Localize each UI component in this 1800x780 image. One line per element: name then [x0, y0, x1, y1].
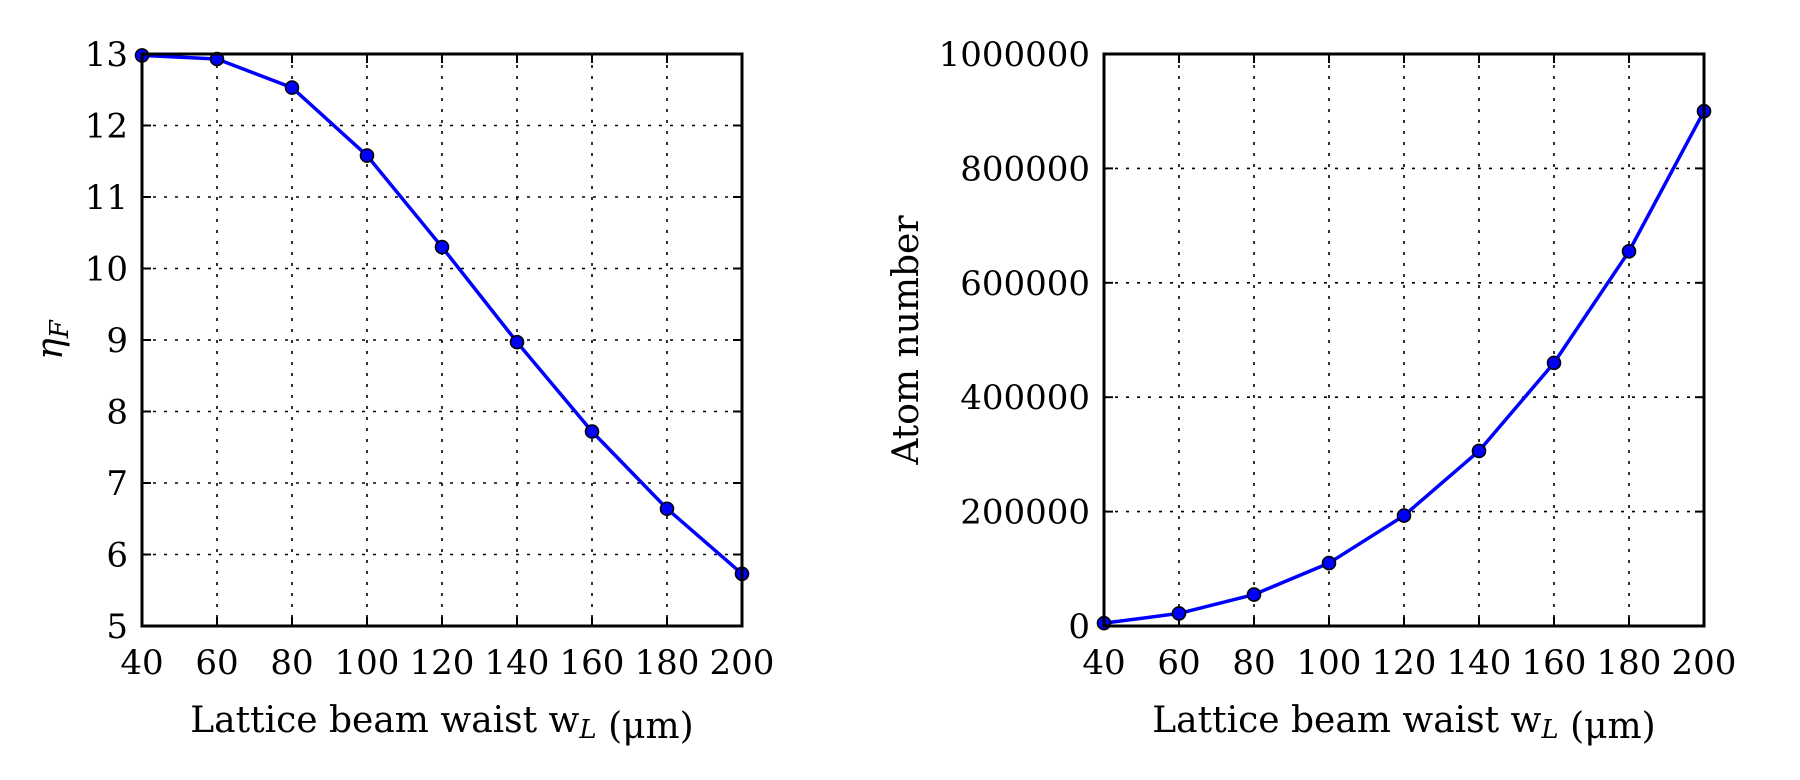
data-point — [509, 334, 525, 350]
x-tick-label: 100 — [1297, 643, 1362, 683]
y-tick-label: 0 — [1068, 607, 1090, 647]
left-chart-panel: 40 60 80 100 120 140 160 180 200 5 6 7 8 9 10 11 12 13 Lat… — [30, 35, 774, 747]
right-chart-panel: 40 60 80 100 120 140 160 180 200 0 200000 400000 600… — [886, 35, 1736, 747]
data-point — [659, 501, 675, 517]
x-tick-label: 80 — [270, 643, 313, 683]
x-tick-label: 160 — [1522, 643, 1587, 683]
y-tick-label: 11 — [85, 178, 128, 218]
x-tick-label: 120 — [1372, 643, 1437, 683]
x-tick-label: 40 — [1082, 643, 1125, 683]
x-tick-label: 140 — [1447, 643, 1512, 683]
x-tick-label: 200 — [710, 643, 775, 683]
y-tick-label: 6 — [106, 536, 128, 576]
data-point — [1621, 244, 1637, 259]
y-tick-label: 600000 — [960, 264, 1090, 304]
y-axis-label: ηF — [30, 319, 75, 360]
y-tick-label: 200000 — [960, 493, 1090, 533]
x-tick-label: 160 — [560, 643, 625, 683]
y-tick-label: 5 — [106, 607, 128, 647]
y-tick-label: 400000 — [960, 378, 1090, 418]
data-point — [1471, 443, 1487, 459]
x-tick-label: 180 — [1597, 643, 1662, 683]
y-tick-label: 8 — [106, 393, 128, 433]
data-point — [1171, 606, 1187, 621]
x-tick-label: 40 — [120, 643, 163, 683]
data-point — [1396, 508, 1412, 523]
y-tick-label: 1000000 — [939, 35, 1090, 75]
y-tick-label: 800000 — [960, 149, 1090, 189]
x-tick-label: 200 — [1672, 643, 1737, 683]
x-tick-label: 60 — [195, 643, 238, 683]
plot-frame — [140, 52, 744, 628]
y-tick-label: 7 — [106, 464, 128, 504]
data-point — [1321, 555, 1337, 571]
x-tick-label: 100 — [335, 643, 400, 683]
data-point — [359, 148, 375, 163]
x-axis-label: Lattice beam waist wL (μm) — [190, 700, 693, 747]
y-tick-label: 9 — [106, 321, 128, 361]
x-tick-label: 140 — [485, 643, 550, 683]
y-tick-label: 13 — [85, 35, 128, 75]
x-tick-label: 60 — [1157, 643, 1200, 683]
data-point — [1246, 587, 1262, 602]
x-tick-label: 120 — [410, 643, 475, 683]
data-point — [584, 424, 600, 439]
data-point — [1546, 355, 1562, 371]
data-point — [434, 239, 450, 255]
y-tick-label: 10 — [85, 250, 128, 290]
data-point — [284, 80, 300, 95]
grid-lines — [1104, 54, 1704, 626]
y-axis-label: Atom number — [886, 215, 927, 466]
plot-frame — [1102, 52, 1706, 628]
y-tick-label: 12 — [85, 107, 128, 147]
x-axis-label: Lattice beam waist wL (μm) — [1152, 700, 1655, 747]
x-tick-label: 80 — [1232, 643, 1275, 683]
grid-lines — [142, 54, 742, 626]
x-tick-label: 180 — [635, 643, 700, 683]
